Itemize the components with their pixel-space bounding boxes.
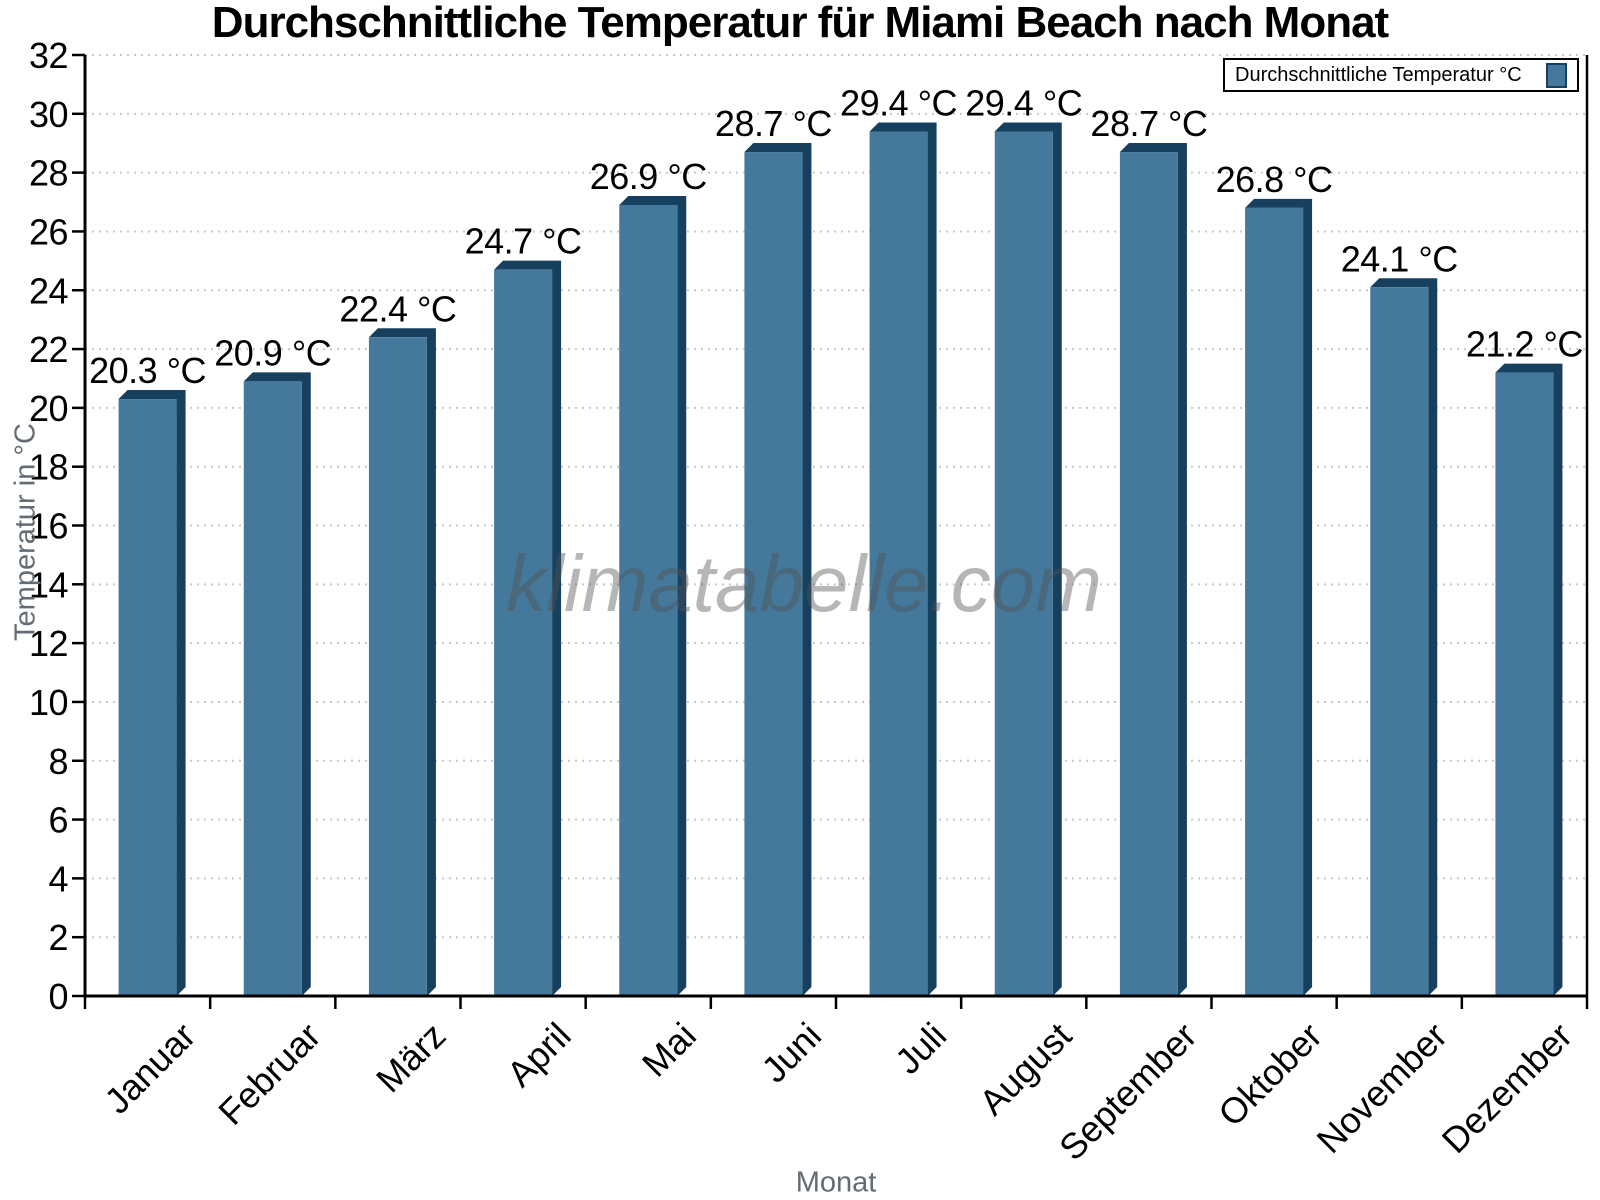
- bar-edge: [744, 143, 812, 996]
- y-tick-label: 6: [48, 800, 68, 841]
- bar-value-label: 24.7 °C: [465, 221, 582, 262]
- watermark: klimatabelle.com: [506, 539, 1102, 628]
- bar-edge: [494, 260, 562, 996]
- bar: [243, 381, 302, 996]
- x-tick-label: November: [1308, 1015, 1454, 1161]
- y-tick-label: 24: [29, 270, 68, 311]
- chart-title: Durchschnittliche Temperatur für Miami B…: [211, 0, 1389, 47]
- bar-edge: [243, 372, 311, 996]
- bar-value-label: 29.4 °C: [965, 82, 1082, 123]
- y-tick-label: 32: [29, 35, 68, 76]
- bar: [118, 399, 177, 997]
- x-tick-label: Juli: [887, 1015, 954, 1082]
- bar: [744, 152, 803, 996]
- y-axis-title: Temperatur in °C: [9, 423, 42, 641]
- y-tick-label: 4: [48, 858, 68, 899]
- bar-value-label: 24.1 °C: [1341, 238, 1458, 279]
- bar-value-label: 29.4 °C: [840, 82, 957, 123]
- bar: [494, 269, 553, 996]
- x-tick-label: April: [499, 1015, 579, 1095]
- bar: [994, 131, 1053, 997]
- bar-edge: [368, 328, 436, 996]
- y-tick-label: 2: [48, 917, 68, 958]
- bar-value-label: 26.8 °C: [1216, 159, 1333, 200]
- bar: [1370, 287, 1429, 996]
- y-tick-label: 22: [29, 329, 68, 370]
- x-tick-label: Februar: [210, 1015, 328, 1133]
- y-tick-label: 26: [29, 211, 68, 252]
- bar-value-label: 28.7 °C: [1090, 103, 1207, 144]
- x-tick-label: März: [368, 1015, 454, 1101]
- bar-edge: [118, 390, 186, 997]
- bar: [619, 204, 678, 997]
- y-tick-label: 12: [29, 623, 68, 664]
- bar-value-label: 20.9 °C: [214, 332, 331, 373]
- bar: [1119, 152, 1178, 996]
- x-tick-label: Mai: [634, 1015, 704, 1085]
- bar-edge: [619, 195, 687, 997]
- bar: [1245, 207, 1304, 997]
- y-tick-label: 20: [29, 388, 68, 429]
- bar-edge: [1495, 363, 1563, 996]
- bar-edge: [869, 122, 937, 997]
- x-tick-label: September: [1051, 1015, 1205, 1169]
- y-tick-label: 30: [29, 94, 68, 135]
- y-tick-label: 28: [29, 153, 68, 194]
- bar-value-label: 20.3 °C: [89, 350, 206, 391]
- legend: Durchschnittliche Temperatur °C: [1223, 58, 1579, 92]
- legend-swatch-icon: [1546, 62, 1567, 88]
- x-tick-label: Dezember: [1434, 1015, 1580, 1161]
- bar-value-label: 26.9 °C: [590, 156, 707, 197]
- bar-edge: [1119, 143, 1187, 996]
- bar-edge: [1370, 278, 1438, 996]
- bar-value-label: 22.4 °C: [339, 288, 456, 329]
- y-tick-label: 10: [29, 682, 68, 723]
- bar-edge: [994, 122, 1062, 997]
- bar: [368, 337, 427, 996]
- x-tick-label: Juni: [753, 1015, 829, 1091]
- bar-value-label: 28.7 °C: [715, 103, 832, 144]
- bar: [869, 131, 928, 997]
- y-tick-label: 18: [29, 447, 68, 488]
- x-tick-label: Oktober: [1210, 1015, 1330, 1135]
- y-tick-label: 8: [48, 741, 68, 782]
- bar: [1495, 372, 1554, 996]
- x-axis-title: Monat: [795, 1166, 877, 1199]
- x-tick-label: Januar: [96, 1015, 203, 1122]
- bar-value-label: 21.2 °C: [1466, 324, 1583, 365]
- x-tick-label: August: [971, 1015, 1079, 1123]
- legend-label: Durchschnittliche Temperatur °C: [1235, 63, 1522, 86]
- bar-edge: [1245, 198, 1313, 997]
- y-tick-label: 0: [48, 976, 68, 1017]
- y-tick-label: 14: [29, 564, 68, 605]
- y-tick-label: 16: [29, 506, 68, 547]
